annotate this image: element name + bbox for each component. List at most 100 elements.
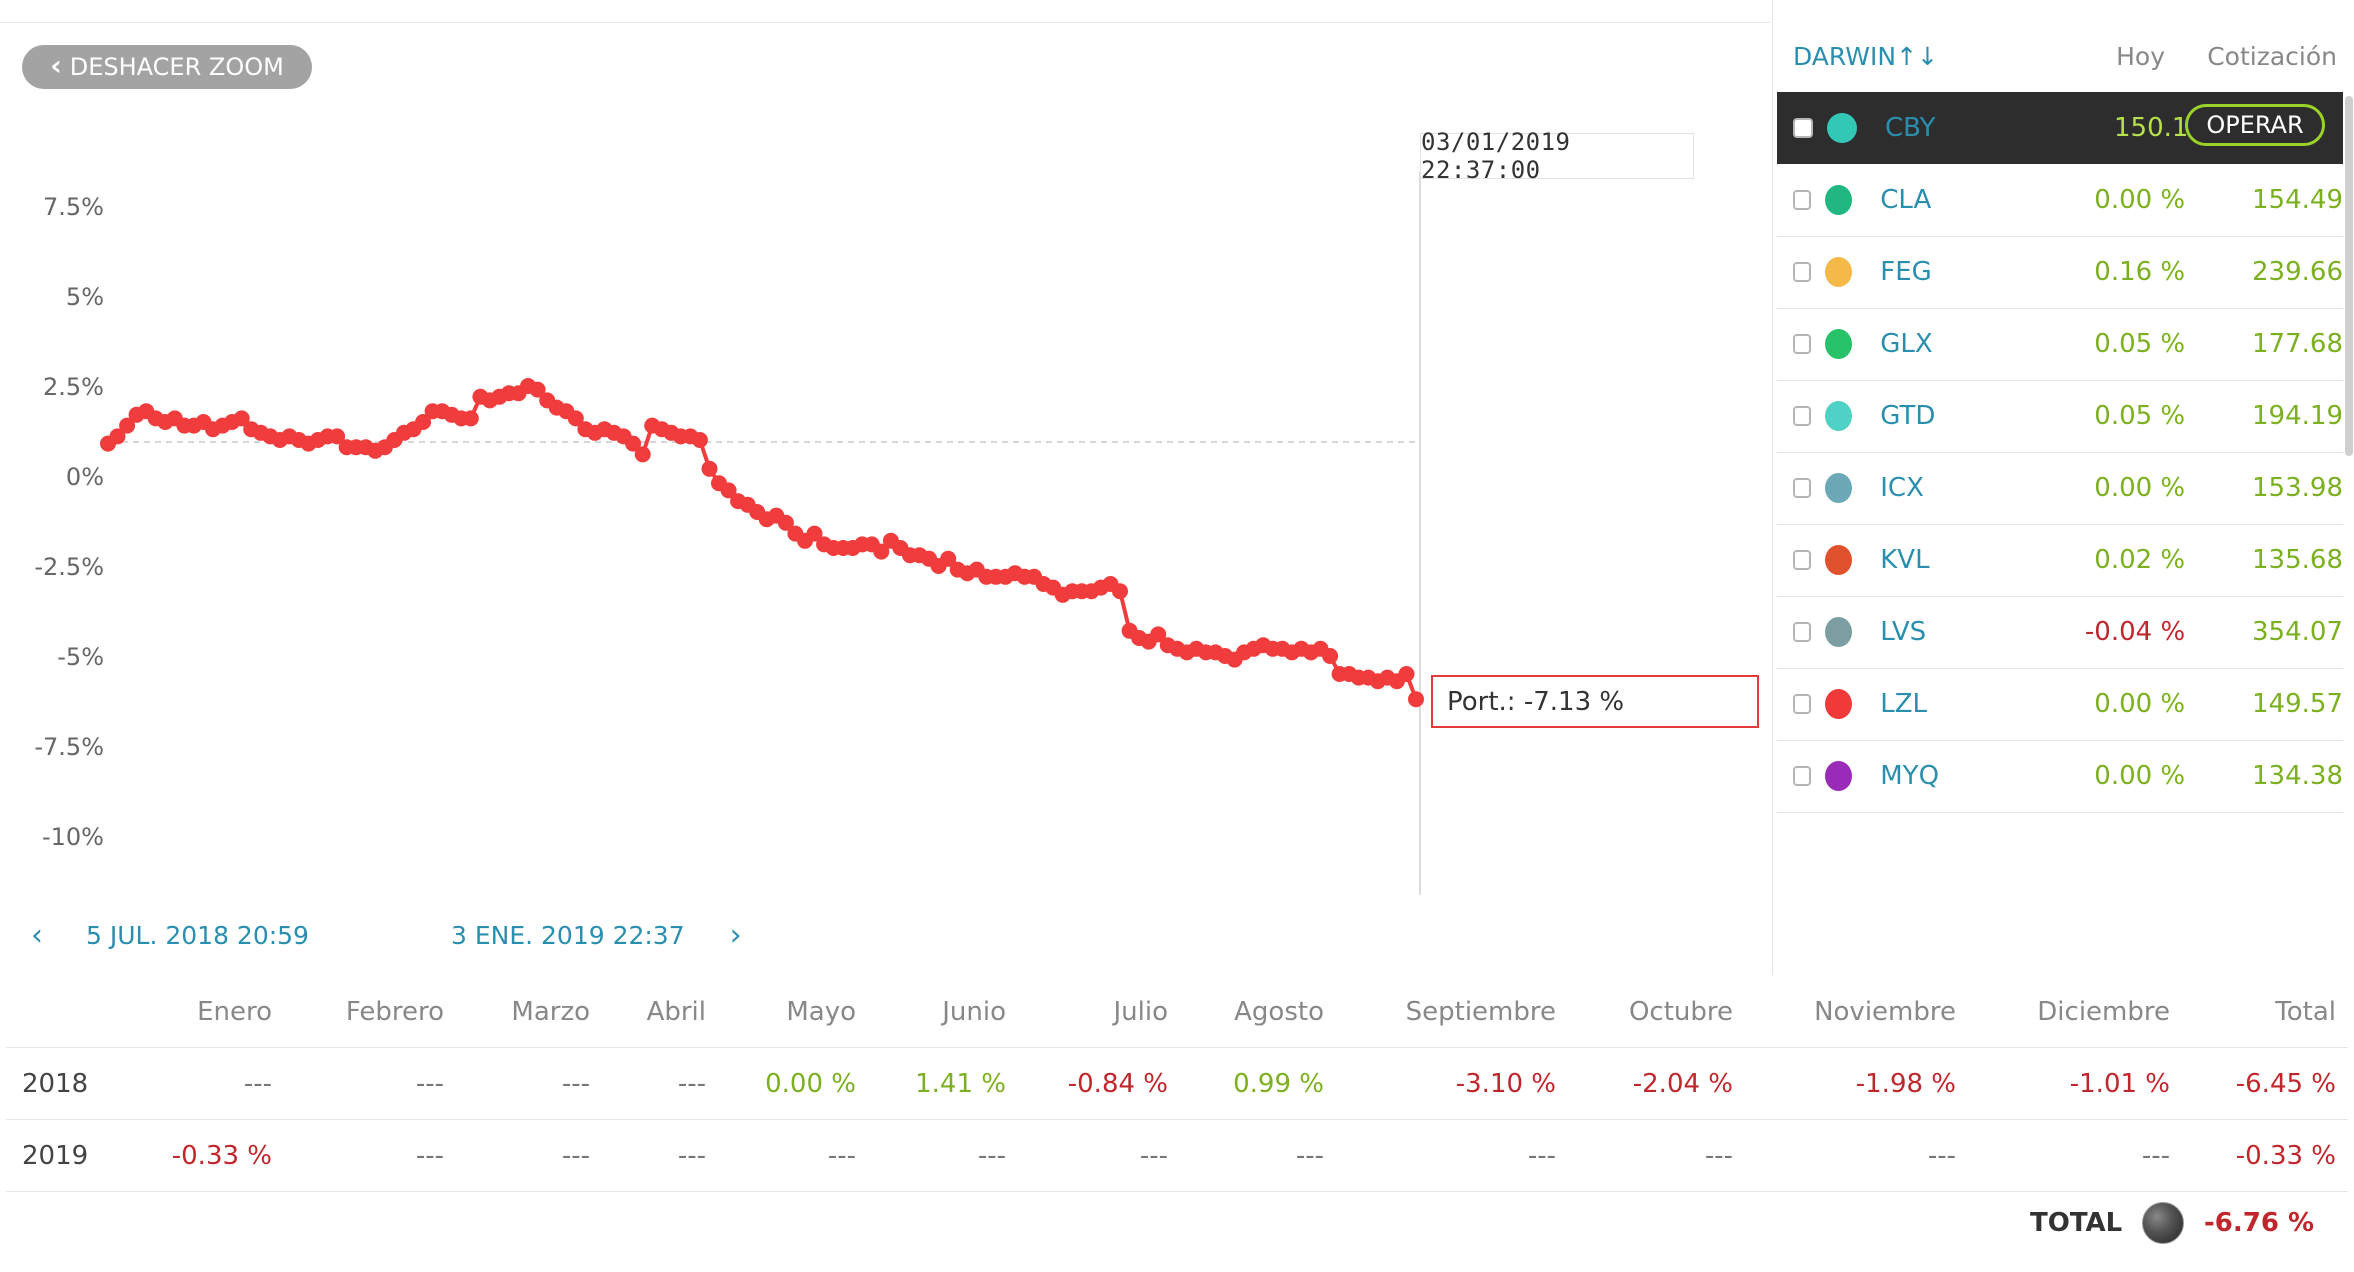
table-header: Enero Febrero Marzo Abril Mayo Junio Julio Agos… <box>6 975 2348 1048</box>
total-label: TOTAL <box>2030 1208 2123 1238</box>
data-point <box>1112 583 1128 600</box>
grand-total: TOTAL -6.76 % <box>2030 1198 2314 1248</box>
ticker-link[interactable]: ICX <box>1880 473 1924 503</box>
range-start[interactable]: 5 JUL. 2018 20:59 <box>86 920 309 950</box>
data-point <box>873 543 890 560</box>
header-price[interactable]: Cotización <box>2207 42 2337 71</box>
darwin-row-icx[interactable]: ICX 0.00 % 153.98 <box>1777 452 2343 525</box>
tooltip-value: Port.: -7.13 % <box>1431 675 1759 728</box>
y-tick-label: -5% <box>57 643 104 671</box>
data-point <box>119 417 136 434</box>
darwin-row-lvs[interactable]: LVS -0.04 % 354.07 <box>1777 596 2343 669</box>
sort-arrows-icon[interactable]: ↑↓ <box>1896 42 1938 71</box>
data-point <box>940 550 957 567</box>
month-cell: --- <box>677 1141 706 1171</box>
row-checkbox[interactable] <box>1793 190 1812 210</box>
y-tick-label: 2.5% <box>43 373 104 401</box>
darwin-row-lzl[interactable]: LZL 0.00 % 149.57 <box>1777 668 2343 741</box>
color-dot-icon <box>1825 401 1853 431</box>
ticker-link[interactable]: CLA <box>1880 185 1932 215</box>
column-header: Marzo <box>511 997 590 1027</box>
ticker-link[interactable]: FEG <box>1880 257 1932 287</box>
column-header: Diciembre <box>2037 997 2170 1027</box>
color-dot-icon <box>1825 257 1853 287</box>
color-dot-icon <box>1825 473 1853 503</box>
darwin-row-cby[interactable]: CBY 150.19 OPERAR <box>1777 92 2343 164</box>
darwin-row-gtd[interactable]: GTD 0.05 % 194.19 <box>1777 380 2343 453</box>
month-cell: -2.04 % <box>1632 1069 1733 1099</box>
price-value: 194.19 <box>2252 401 2343 431</box>
undo-zoom-label: DESHACER ZOOM <box>69 53 284 81</box>
column-header: Junio <box>942 997 1006 1027</box>
row-checkbox[interactable] <box>1793 262 1812 282</box>
row-checkbox[interactable] <box>1793 334 1812 354</box>
darwin-row-glx[interactable]: GLX 0.05 % 177.68 <box>1777 308 2343 381</box>
column-header: Enero <box>197 997 272 1027</box>
month-cell: -3.10 % <box>1455 1069 1556 1099</box>
darwin-row-feg[interactable]: FEG 0.16 % 239.66 <box>1777 236 2343 309</box>
data-point <box>329 428 346 445</box>
portfolio-line-chart[interactable]: 7.5% 5% 2.5% 0% -2.5% -5% -7.5% -10% <box>0 120 1768 900</box>
ticker-link[interactable]: GLX <box>1880 329 1933 359</box>
top-divider <box>0 22 1770 23</box>
row-checkbox[interactable] <box>1793 694 1812 714</box>
month-cell: --- <box>415 1141 444 1171</box>
ticker-link[interactable]: CBY <box>1885 113 1936 143</box>
column-header: Septiembre <box>1405 997 1556 1027</box>
month-cell: --- <box>415 1069 444 1099</box>
month-cell: --- <box>243 1069 272 1099</box>
data-point <box>720 482 737 499</box>
ticker-link[interactable]: GTD <box>1880 401 1936 431</box>
undo-zoom-button[interactable]: ‹ DESHACER ZOOM <box>22 45 312 89</box>
panel-scrollbar[interactable] <box>2345 96 2353 456</box>
darwin-row-myq[interactable]: MYQ 0.00 % 134.38 <box>1777 740 2343 813</box>
portfolio-series <box>100 378 1424 708</box>
avatar <box>2142 1202 2184 1244</box>
price-value: 134.38 <box>2252 761 2343 791</box>
today-change: 0.16 % <box>2094 257 2186 287</box>
column-header: Julio <box>1113 997 1168 1027</box>
month-cell: --- <box>1527 1141 1556 1171</box>
color-dot-icon <box>1825 761 1853 791</box>
tooltip-date: 03/01/2019 22:37:00 <box>1420 128 1694 184</box>
price-value: 354.07 <box>2252 617 2343 647</box>
ticker-link[interactable]: MYQ <box>1880 761 1940 791</box>
row-checkbox[interactable] <box>1793 118 1813 138</box>
today-change: 0.05 % <box>2094 401 2186 431</box>
ticker-link[interactable]: KVL <box>1880 545 1930 575</box>
data-point <box>1408 691 1424 708</box>
row-checkbox[interactable] <box>1793 550 1812 570</box>
color-dot-icon <box>1825 617 1853 647</box>
next-arrow-icon[interactable]: › <box>729 917 742 953</box>
ticker-link[interactable]: LZL <box>1880 689 1928 719</box>
total-value: -6.76 % <box>2204 1208 2315 1238</box>
range-end[interactable]: 3 ENE. 2019 22:37 <box>450 920 685 950</box>
month-cell: -0.33 % <box>2235 1141 2336 1171</box>
prev-arrow-icon[interactable]: ‹ <box>31 917 43 953</box>
row-checkbox[interactable] <box>1793 766 1812 786</box>
header-today[interactable]: Hoy <box>2116 42 2165 71</box>
row-checkbox[interactable] <box>1793 622 1812 642</box>
month-cell: --- <box>561 1141 590 1171</box>
y-axis: 7.5% 5% 2.5% 0% -2.5% -5% -7.5% -10% <box>34 193 104 851</box>
data-point <box>777 514 794 531</box>
header-darwin[interactable]: DARWIN↑↓ <box>1793 42 1938 71</box>
column-header: Febrero <box>345 997 444 1027</box>
color-dot-icon <box>1825 329 1853 359</box>
row-checkbox[interactable] <box>1793 478 1812 498</box>
column-header: Total <box>2275 997 2336 1027</box>
data-point <box>1150 626 1167 643</box>
column-header: Agosto <box>1234 997 1324 1027</box>
price-value: 153.98 <box>2252 473 2343 503</box>
darwin-row-kvl[interactable]: KVL 0.02 % 135.68 <box>1777 524 2343 597</box>
month-cell: -1.01 % <box>2069 1069 2170 1099</box>
data-point <box>462 410 479 427</box>
operar-button[interactable]: OPERAR <box>2185 104 2325 146</box>
darwin-row-cla[interactable]: CLA 0.00 % 154.49 <box>1777 164 2343 237</box>
row-checkbox[interactable] <box>1793 406 1812 426</box>
column-header: Mayo <box>786 997 856 1027</box>
today-change: 0.05 % <box>2094 329 2186 359</box>
price-value: 154.49 <box>2252 185 2343 215</box>
ticker-link[interactable]: LVS <box>1880 617 1927 647</box>
today-change: 0.00 % <box>2094 761 2186 791</box>
